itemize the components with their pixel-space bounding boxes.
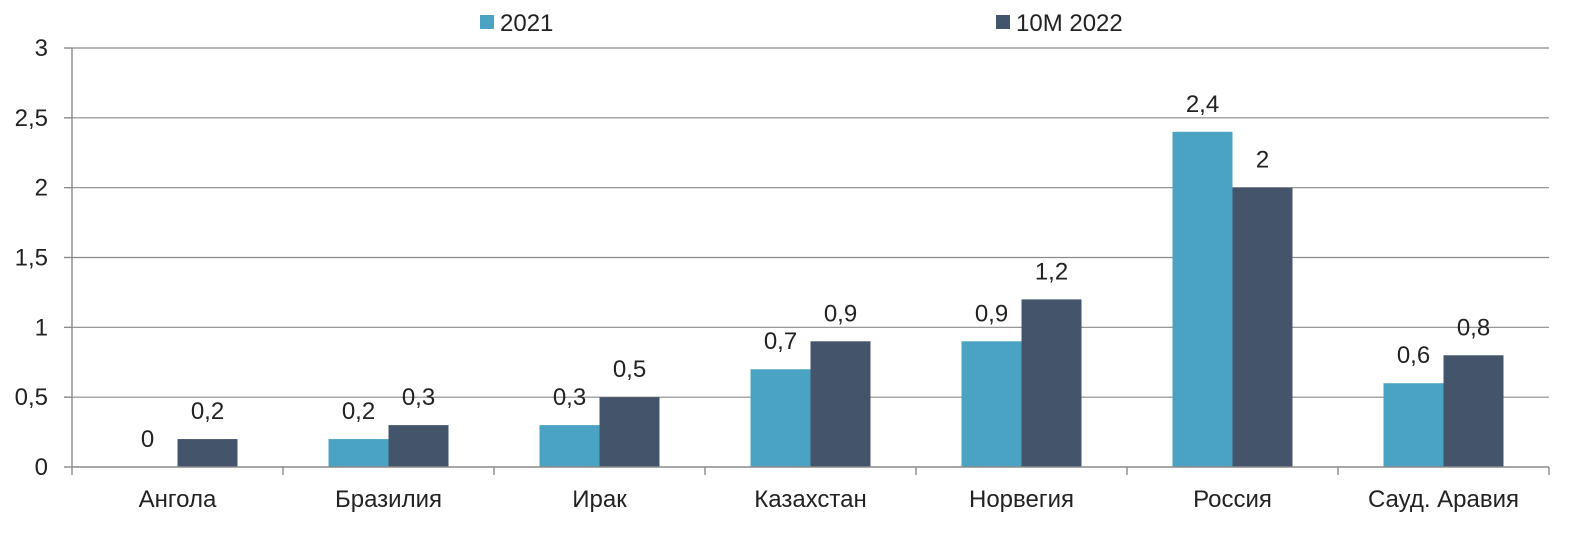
data-label: 0,5	[613, 356, 646, 383]
bar-series1	[961, 341, 1022, 467]
category-label: Россия	[1193, 486, 1272, 513]
data-label: 0,7	[764, 328, 797, 355]
legend-label: 2021	[500, 10, 553, 37]
data-labels: 0 0,2 0,2 0,3 0,3 0,5 0,7 0,9 0,9 1,2 2,4 2 0,6 0,8	[141, 91, 1490, 453]
bar-series1	[750, 369, 811, 467]
category-label: Ирак	[572, 486, 627, 513]
legend-label: 10M 2022	[1016, 10, 1123, 37]
legend-swatch	[996, 15, 1010, 29]
bar-series2	[1443, 355, 1504, 467]
y-tick-label: 2,5	[15, 105, 48, 132]
x-axis	[71, 466, 1550, 475]
data-label: 0,3	[553, 384, 586, 411]
legend: 2021 10M 2022	[480, 10, 1123, 37]
category-labels: Ангола Бразилия Ирак Казахстан Норвегия Росси…	[139, 486, 1519, 513]
data-label: 2,4	[1186, 91, 1219, 118]
bar-series1	[539, 425, 600, 467]
y-tick-label: 0,5	[15, 384, 48, 411]
y-axis-ticks: 0 0,5 1 1,5 2 2,5 3	[15, 35, 73, 481]
bars	[177, 131, 1504, 468]
data-label: 0,8	[1457, 314, 1490, 341]
bar-series1	[1383, 383, 1444, 467]
data-label: 1,2	[1035, 258, 1068, 285]
bar-series2	[810, 341, 871, 467]
data-label: 0	[141, 426, 154, 453]
category-label: Норвегия	[969, 486, 1074, 513]
data-label: 2	[1256, 147, 1269, 174]
y-tick-label: 0	[35, 454, 48, 481]
data-label: 0,2	[342, 398, 375, 425]
bar-series2	[388, 425, 449, 467]
y-tick-label: 1,5	[15, 245, 48, 272]
category-label: Казахстан	[754, 486, 866, 513]
bar-series2	[177, 439, 238, 467]
data-label: 0,6	[1397, 342, 1430, 369]
y-tick-label: 3	[35, 35, 48, 62]
category-label: Бразилия	[335, 486, 442, 513]
y-tick-label: 2	[35, 175, 48, 202]
bar-series1	[328, 439, 389, 467]
bar-series2	[1232, 187, 1293, 467]
data-label: 0,9	[975, 300, 1008, 327]
data-label: 0,3	[402, 384, 435, 411]
y-tick-label: 1	[35, 314, 48, 341]
bar-series2	[599, 397, 660, 467]
data-label: 0,9	[824, 300, 857, 327]
legend-swatch	[480, 15, 494, 29]
bar-series2	[1021, 299, 1082, 467]
gridlines	[72, 47, 1549, 398]
data-label: 0,2	[191, 398, 224, 425]
bar-series1	[1172, 131, 1233, 468]
category-label: Ангола	[139, 486, 217, 513]
category-label: Сауд. Аравия	[1368, 486, 1519, 513]
